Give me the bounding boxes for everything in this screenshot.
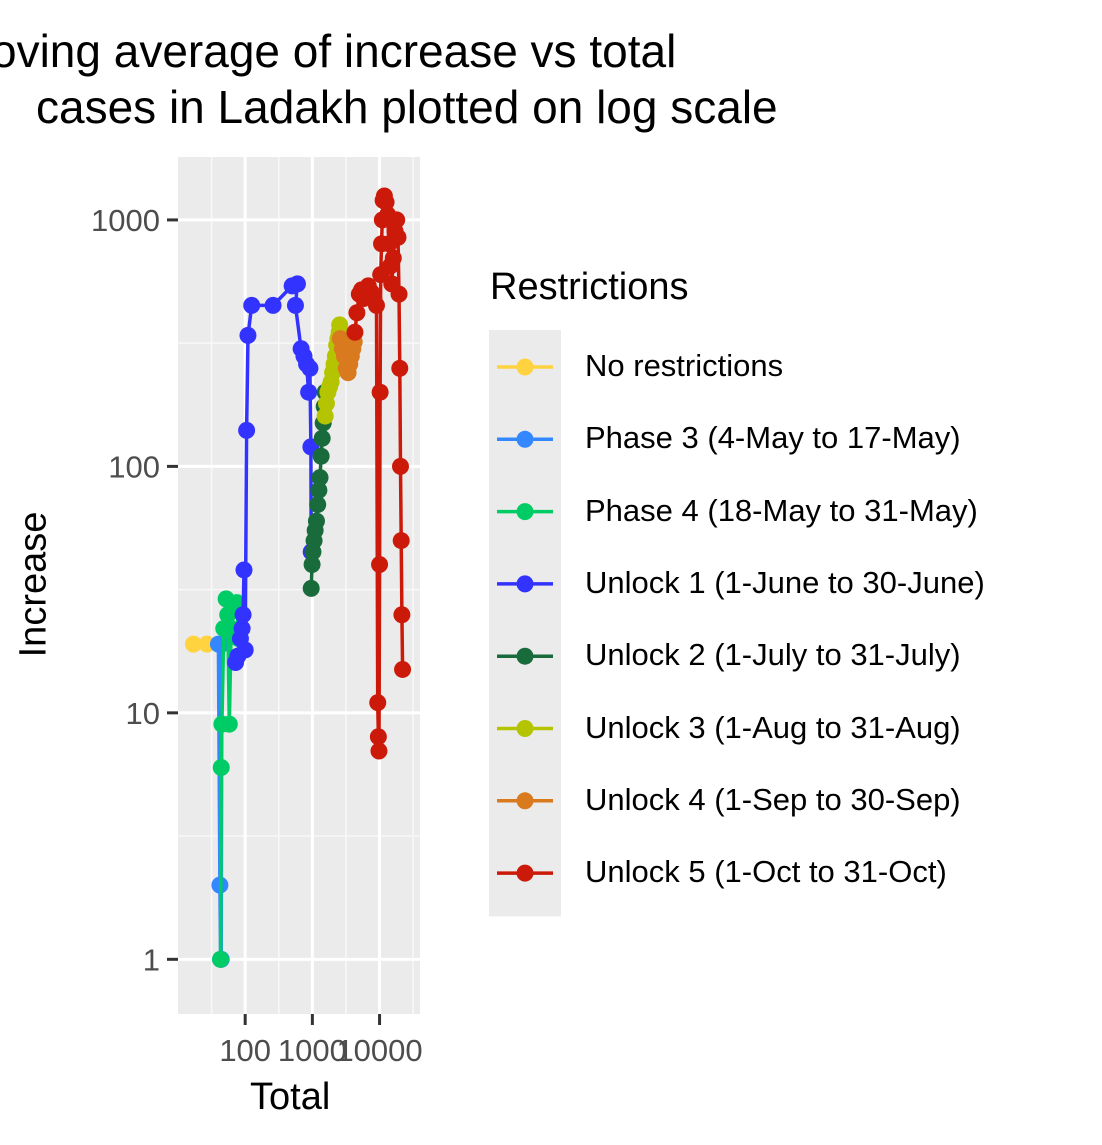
y-tick-label: 1 [143,942,160,977]
data-point [390,285,408,303]
data-point [369,728,387,746]
legend-key-background [489,330,561,917]
data-point [302,579,320,597]
data-point [303,555,321,573]
data-point [233,619,251,637]
data-point [371,383,389,401]
legend-key-point [516,647,534,665]
legend-label: Unlock 3 (1-Aug to 31-Aug) [585,709,961,745]
data-point [235,561,253,579]
x-tick-label: 1000 [278,1033,347,1068]
data-point [369,694,387,712]
data-point [311,469,329,487]
data-point [234,606,252,624]
y-tick-label: 10 [126,696,160,731]
data-point [377,193,395,211]
data-point [212,759,230,777]
data-point [286,296,304,314]
data-point [389,228,407,246]
legend-label: Unlock 1 (1-June to 30-June) [585,564,985,600]
legend-key-point [516,792,534,810]
data-point [238,421,256,439]
legend-key-point [516,720,534,737]
data-point [388,211,406,229]
legend-key-point [516,575,534,593]
legend-key-point [516,864,534,882]
data-point [301,359,319,377]
data-point [300,383,318,401]
x-tick-label: 100 [219,1033,271,1068]
data-point [367,296,385,314]
data-point [393,606,411,624]
data-point [236,641,254,659]
legend-label: Unlock 2 (1-July to 31-July) [585,637,961,673]
y-tick-label: 1000 [91,203,160,238]
data-point [316,407,334,425]
data-point [239,326,257,344]
data-point [288,275,306,293]
data-point [309,496,327,514]
data-point [391,359,409,377]
y-tick-label: 100 [108,449,160,484]
data-point [392,532,410,550]
data-point [307,512,325,530]
chart-title-line-2: cases in Ladakh plotted on log scale [36,81,778,133]
data-point [220,715,238,733]
chart-title-line-1: oving average of increase vs total [0,25,677,77]
data-point [346,323,364,341]
legend-label: No restrictions [585,348,784,383]
data-point [243,296,261,314]
data-point [312,447,330,465]
data-point [264,296,282,314]
x-tick-label: 10000 [336,1033,422,1068]
data-point [370,742,388,760]
data-point [384,249,402,267]
data-point [310,481,328,499]
data-point [184,635,202,653]
data-point [391,457,409,475]
legend-label: Phase 4 (18-May to 31-May) [585,492,978,528]
y-axis-title: Increase [12,511,55,658]
legend-label: Unlock 5 (1-Oct to 31-Oct) [585,854,947,890]
x-axis-title: Total [250,1076,331,1118]
data-point [331,316,349,334]
legend-key-point [516,358,534,376]
legend-label: Phase 3 (4-May to 17-May) [585,420,961,456]
legend-label: Unlock 4 (1-Sep to 30-Sep) [585,781,961,817]
data-point [212,950,230,968]
data-point [371,555,389,573]
legend-title: Restrictions [490,266,689,308]
data-point [348,304,366,322]
legend-key-point [516,430,534,448]
data-point [394,660,412,678]
data-point [313,429,331,447]
legend-key-point [516,503,534,521]
